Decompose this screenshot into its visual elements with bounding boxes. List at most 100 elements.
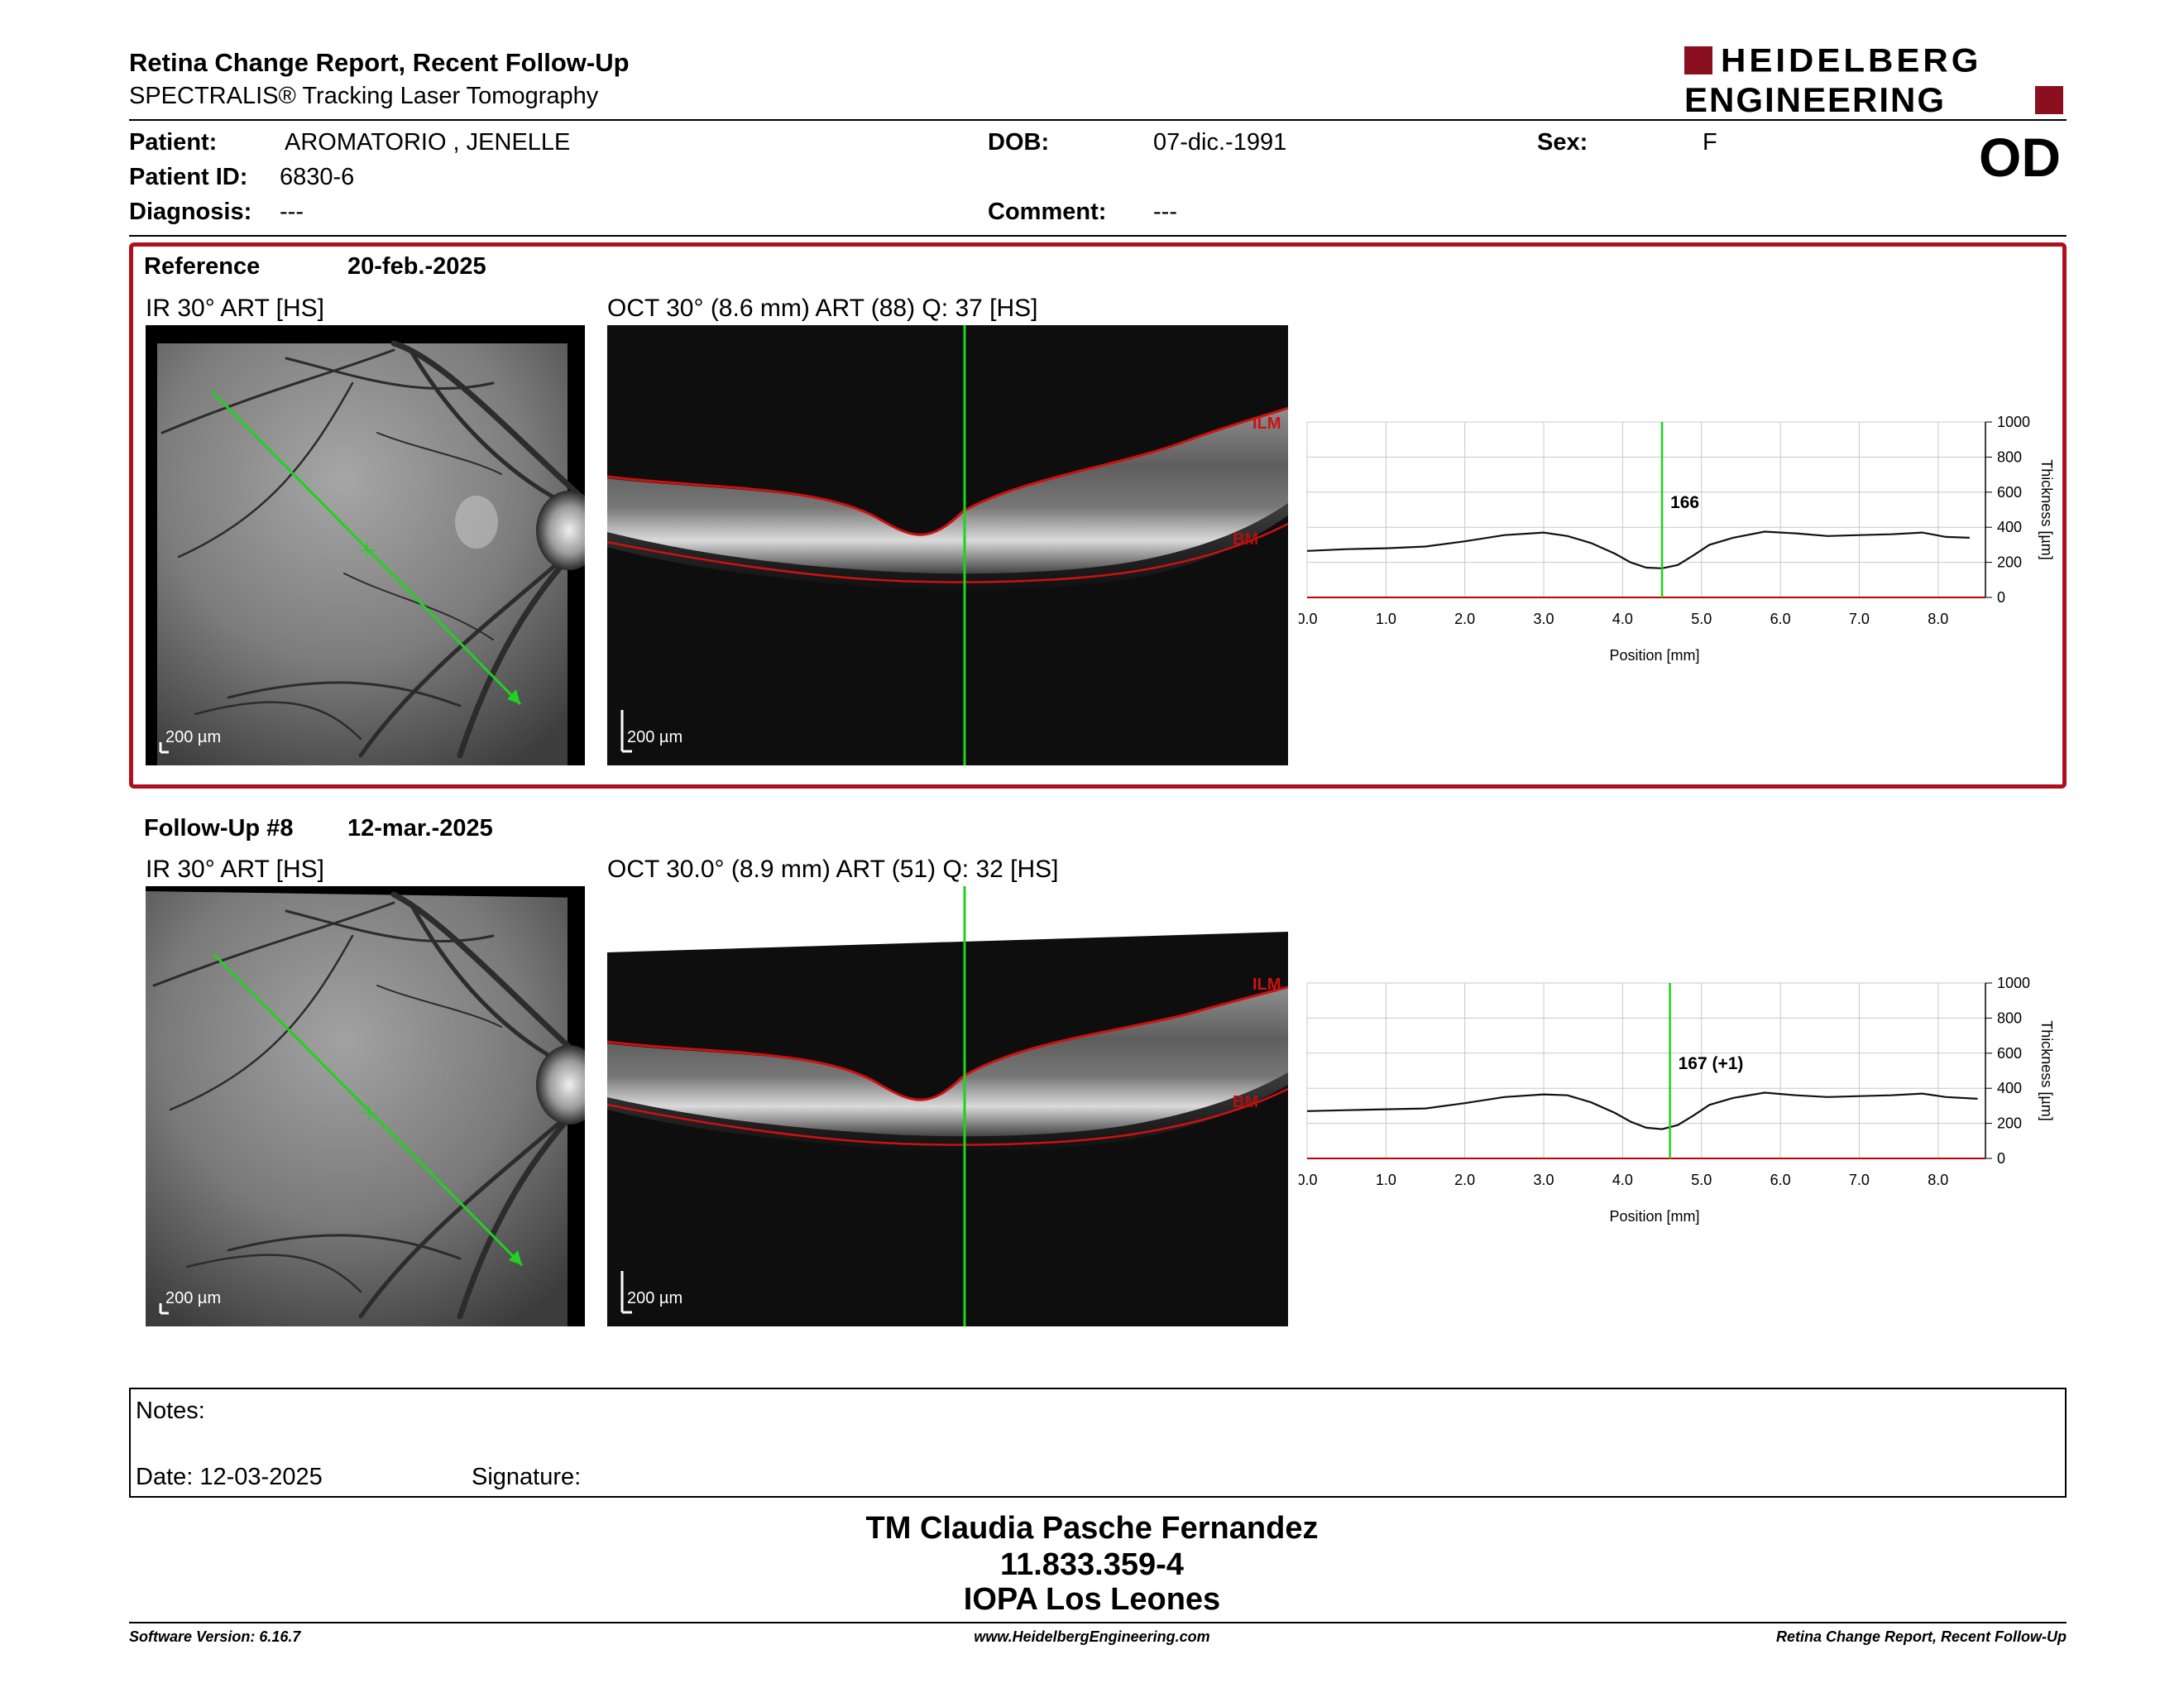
followup-chart-y-tick-label: 600 [1997, 1045, 2022, 1062]
signer-org: IOPA Los Leones [963, 1582, 1221, 1617]
diagnosis-label: Diagnosis: [129, 199, 252, 225]
signer-rut: 11.833.359-4 [1000, 1547, 1184, 1582]
logo-line2: ENGINEERING [1684, 80, 1947, 119]
followup-oct-image: ILM BM 200 µm [607, 886, 1288, 1326]
reference-chart-marker-label: 166 [1670, 493, 1699, 512]
notes-date: Date: 12-03-2025 [136, 1464, 323, 1490]
report-title: Retina Change Report, Recent Follow-Up [129, 48, 630, 77]
followup-chart-y-tick-label: 800 [1997, 1009, 2022, 1026]
footer-software-version: Software Version: 6.16.7 [129, 1628, 301, 1645]
dob-value: 07-dic.-1991 [1153, 129, 1287, 156]
reference-chart-x-tick-label: 3.0 [1534, 611, 1554, 627]
eye-label: OD [1979, 127, 2061, 188]
followup-chart-marker-label: 167 (+1) [1679, 1054, 1744, 1073]
heidelberg-logo: HEIDELBERG ENGINEERING [1684, 43, 2065, 119]
followup-chart-x-tick-label: 0.0 [1299, 1172, 1318, 1188]
followup-chart-x-tick-label: 8.0 [1928, 1172, 1948, 1188]
reference-ilm-line [607, 406, 1288, 536]
followup-oct-scale: 200 µm [627, 1289, 683, 1307]
followup-chart-x-tick-label: 3.0 [1534, 1172, 1554, 1188]
header-rule [129, 119, 2067, 121]
comment-value: --- [1153, 199, 1177, 225]
dob-label: DOB: [988, 129, 1050, 156]
followup-date: 12-mar.-2025 [347, 815, 493, 842]
patient-name: AROMATORIO , JENELLE [285, 129, 571, 156]
reference-chart-y-tick-label: 1000 [1997, 414, 2030, 430]
sex-value: F [1703, 129, 1717, 156]
followup-oct-caption: OCT 30.0° (8.9 mm) ART (51) Q: 32 [HS] [607, 856, 1059, 883]
reference-oct-svg [607, 325, 1288, 765]
patient-id-value: 6830-6 [280, 164, 355, 190]
reference-chart-y-tick-label: 800 [1997, 448, 2022, 465]
reference-chart-x-axis-label: Position [mm] [1609, 647, 1699, 664]
followup-ir-scale: 200 µm [165, 1289, 222, 1307]
followup-chart-thickness-line [1306, 1091, 1978, 1130]
followup-oct-svg [607, 886, 1288, 1326]
reference-chart-y-axis-label: Thickness [µm] [2038, 459, 2055, 559]
patient-label: Patient: [129, 129, 218, 156]
reference-oct-caption: OCT 30° (8.6 mm) ART (88) Q: 37 [HS] [607, 295, 1038, 322]
followup-chart-y-tick-label: 400 [1997, 1080, 2022, 1096]
patient-rule [129, 235, 2067, 237]
reference-ilm-label: ILM [1252, 415, 1281, 433]
reference-ir-scale: 200 µm [165, 728, 222, 746]
followup-fundus-svg [146, 886, 585, 1326]
reference-chart-x-tick-label: 0.0 [1299, 611, 1318, 627]
reference-frame [129, 242, 2067, 789]
footer-website: www.HeidelbergEngineering.com [974, 1628, 1210, 1645]
notes-label: Notes: [136, 1398, 205, 1424]
report-subtitle: SPECTRALIS® Tracking Laser Tomography [129, 83, 599, 109]
logo-square-top [1684, 46, 1712, 74]
reference-chart-x-tick-label: 4.0 [1612, 611, 1633, 627]
reference-date: 20-feb.-2025 [347, 253, 486, 280]
diagnosis-value: --- [280, 199, 304, 225]
signer-name: TM Claudia Pasche Fernandez [865, 1511, 1319, 1546]
reference-scan-line [210, 390, 522, 706]
followup-label: Follow-Up #8 [144, 815, 294, 842]
followup-chart-y-tick-label: 1000 [1997, 975, 2030, 991]
followup-chart-x-tick-label: 7.0 [1849, 1172, 1870, 1188]
followup-chart-x-tick-label: 5.0 [1691, 1172, 1712, 1188]
reference-chart-thickness-line [1306, 530, 1970, 569]
followup-chart-svg: 0.0 1.0 2.0 3.0 4.0 5.0 6.0 7.0 8.0 0 200 400 600 800… [1296, 975, 2055, 1225]
reference-chart-svg: 0.0 1.0 2.0 3.0 4.0 5.0 6.0 7.0 8.0 0 200 400 600 800… [1296, 414, 2055, 664]
reference-chart-x-tick-label: 5.0 [1691, 611, 1712, 627]
comment-label: Comment: [988, 199, 1107, 225]
reference-chart-y-tick-label: 400 [1997, 519, 2022, 535]
signature-label: Signature: [472, 1464, 582, 1490]
followup-chart-x-axis-label: Position [mm] [1609, 1208, 1699, 1225]
logo-line1: HEIDELBERG [1721, 41, 1982, 79]
reference-chart-y-tick-label: 0 [1997, 589, 2005, 606]
reference-fundus-image: 200 µm [146, 325, 585, 765]
reference-chart-x-tick-label: 1.0 [1376, 611, 1396, 627]
reference-chart-y-tick-label: 200 [1997, 554, 2022, 571]
reference-thickness-chart: 0.0 1.0 2.0 3.0 4.0 5.0 6.0 7.0 8.0 0 200 400 600 800… [1296, 414, 2085, 679]
followup-ir-caption: IR 30° ART [HS] [146, 856, 324, 883]
patient-id-label: Patient ID: [129, 164, 248, 190]
followup-ilm-label: ILM [1252, 976, 1281, 994]
followup-chart-x-tick-label: 4.0 [1612, 1172, 1633, 1188]
followup-chart-y-tick-label: 0 [1997, 1150, 2005, 1167]
reference-chart-y-tick-label: 600 [1997, 484, 2022, 501]
reference-oct-image: ILM BM 200 µm [607, 325, 1288, 765]
followup-scan-line [212, 952, 524, 1267]
footer-rule [129, 1622, 2067, 1623]
reference-oct-scale: 200 µm [627, 728, 683, 746]
reference-chart-x-tick-label: 8.0 [1928, 611, 1948, 627]
reference-bm-label: BM [1233, 530, 1259, 549]
followup-thickness-chart: 0.0 1.0 2.0 3.0 4.0 5.0 6.0 7.0 8.0 0 200 400 600 800… [1296, 975, 2085, 1240]
followup-bm-line [607, 1087, 1288, 1146]
followup-chart-y-axis-label: Thickness [µm] [2038, 1020, 2055, 1120]
reference-bm-line [607, 522, 1288, 583]
reference-fundus-svg [146, 325, 585, 765]
footer-report-name: Retina Change Report, Recent Follow-Up [1775, 1628, 2067, 1645]
followup-chart-y-tick-label: 200 [1997, 1115, 2022, 1132]
reference-chart-x-tick-label: 2.0 [1454, 611, 1475, 627]
followup-fundus-image: 200 µm [146, 886, 585, 1326]
reference-chart-x-tick-label: 7.0 [1849, 611, 1870, 627]
notes-box: Notes: Date: 12-03-2025 Signature: [129, 1388, 2067, 1498]
followup-ilm-line [607, 985, 1288, 1101]
followup-bm-label: BM [1233, 1093, 1259, 1111]
followup-chart-x-tick-label: 1.0 [1376, 1172, 1396, 1188]
followup-chart-x-tick-label: 6.0 [1770, 1172, 1791, 1188]
